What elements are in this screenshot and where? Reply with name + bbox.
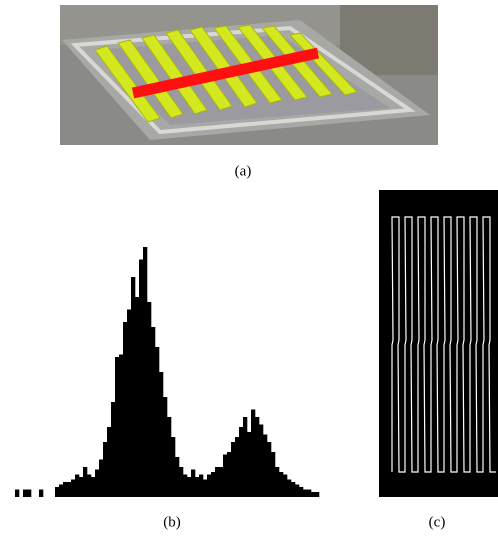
histogram-bar bbox=[91, 477, 96, 497]
histogram-bar bbox=[239, 427, 244, 497]
histogram-bar bbox=[231, 442, 236, 497]
histogram-bar bbox=[203, 479, 208, 497]
histogram-bar bbox=[75, 474, 80, 497]
histogram-bar bbox=[83, 467, 88, 497]
histogram-bar bbox=[59, 484, 64, 497]
histogram-bar bbox=[95, 469, 100, 497]
histogram-bar bbox=[263, 434, 268, 497]
histogram-bar bbox=[299, 487, 304, 497]
histogram-bar bbox=[135, 297, 140, 497]
aerial-image bbox=[60, 5, 438, 145]
histogram-bar bbox=[179, 467, 184, 497]
histogram-bar bbox=[211, 472, 216, 497]
histogram-bar bbox=[87, 474, 92, 497]
histogram-bar bbox=[115, 357, 120, 497]
histogram-bar bbox=[15, 489, 20, 497]
histogram-bar bbox=[195, 477, 200, 497]
histogram-bar bbox=[183, 474, 188, 497]
histogram-bar bbox=[227, 452, 232, 497]
histogram-bar bbox=[39, 489, 44, 497]
histogram-bar bbox=[279, 472, 284, 497]
histogram-bar bbox=[99, 459, 104, 497]
panel-label: (c) bbox=[429, 514, 446, 530]
histogram-bar bbox=[143, 247, 148, 497]
histogram-bar bbox=[223, 454, 228, 497]
histogram-bar bbox=[71, 479, 76, 497]
histogram-bar bbox=[251, 409, 256, 497]
histogram-bar bbox=[219, 467, 224, 497]
panel-label: (b) bbox=[163, 514, 181, 530]
histogram-bar bbox=[139, 259, 144, 497]
histogram-bar bbox=[235, 437, 240, 497]
histogram-bar bbox=[119, 354, 124, 497]
histogram-bar bbox=[79, 477, 84, 497]
histogram-bar bbox=[163, 397, 168, 497]
histogram-bar bbox=[111, 402, 116, 497]
histogram-bar bbox=[315, 492, 320, 497]
histogram-bar bbox=[287, 479, 292, 497]
histogram-bar bbox=[175, 457, 180, 497]
histogram-bar bbox=[311, 492, 316, 497]
histogram-bar bbox=[151, 327, 156, 497]
histogram-bar bbox=[191, 469, 196, 497]
histogram-bar bbox=[123, 322, 128, 497]
histogram-bar bbox=[307, 489, 312, 497]
histogram-bar bbox=[303, 489, 308, 497]
histogram-bar bbox=[275, 467, 280, 497]
histogram-bar bbox=[155, 347, 160, 497]
histogram-bar bbox=[27, 489, 32, 497]
histogram-bar bbox=[267, 442, 272, 497]
histogram-bar bbox=[247, 432, 252, 497]
histogram-bar bbox=[187, 477, 192, 497]
histogram-bar bbox=[215, 467, 220, 497]
panel-label: (a) bbox=[235, 163, 252, 179]
histogram-bar bbox=[167, 417, 172, 497]
histogram-bar bbox=[147, 302, 152, 497]
histogram-bar bbox=[255, 417, 260, 497]
histogram bbox=[15, 247, 320, 497]
histogram-bar bbox=[63, 482, 68, 497]
histogram-bar bbox=[271, 452, 276, 497]
histogram-bar bbox=[107, 427, 112, 497]
histogram-bar bbox=[295, 484, 300, 497]
histogram-bar bbox=[127, 309, 132, 497]
histogram-bar bbox=[291, 482, 296, 497]
signal-plot bbox=[379, 190, 498, 497]
histogram-bar bbox=[159, 372, 164, 497]
histogram-bar bbox=[259, 424, 264, 497]
histogram-bar bbox=[55, 487, 60, 497]
histogram-bar bbox=[243, 417, 248, 497]
histogram-bar bbox=[171, 437, 176, 497]
histogram-bar bbox=[207, 474, 212, 497]
histogram-bar bbox=[103, 442, 108, 497]
histogram-bar bbox=[23, 489, 28, 497]
histogram-bar bbox=[67, 482, 72, 497]
histogram-bar bbox=[131, 277, 136, 497]
histogram-bar bbox=[199, 474, 204, 497]
histogram-bar bbox=[283, 474, 288, 497]
